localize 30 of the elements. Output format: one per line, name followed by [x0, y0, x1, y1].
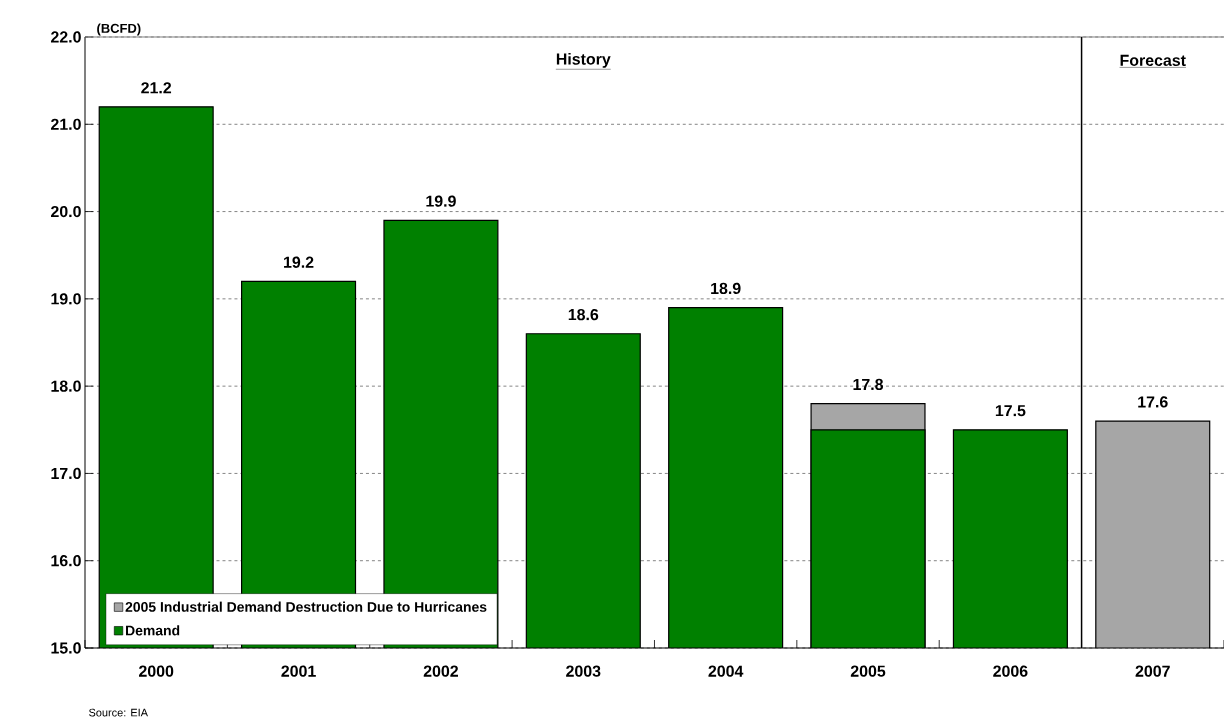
x-tick-label: 2006: [993, 665, 1028, 677]
y-tick-label: 18.0: [51, 380, 81, 392]
y-tick-label: 15.0: [51, 642, 81, 654]
x-tick-label: 2002: [423, 665, 458, 677]
data-label: 17.6: [1138, 396, 1168, 408]
x-tick-label: 2001: [281, 665, 316, 677]
y-tick-label: 17.0: [51, 467, 81, 480]
annotation: History: [556, 53, 611, 68]
source-note: Source: EIA: [89, 708, 148, 717]
data-label: 17.5: [995, 405, 1026, 417]
x-tick-label: 2004: [708, 665, 744, 677]
x-tick-label: 2005: [850, 665, 886, 677]
x-tick-label: 2003: [566, 665, 601, 677]
data-label: 18.6: [568, 308, 599, 321]
y-axis-title: (BCFD): [97, 23, 141, 36]
y-tick-label: 19.0: [51, 293, 81, 305]
y-tick-label: 22.0: [51, 31, 81, 43]
legend-label: 2005 Industrial Demand Destruction Due to Hurricanes: [125, 601, 487, 612]
data-label: 21.2: [141, 82, 172, 94]
data-label: 17.8: [853, 378, 884, 391]
data-label: 19.9: [426, 195, 456, 207]
y-tick-label: 16.0: [51, 555, 81, 567]
annotation: Forecast: [1120, 54, 1186, 66]
x-tick-label: 2000: [139, 665, 174, 677]
legend-label: Demand: [126, 625, 180, 636]
data-label: 18.9: [711, 282, 741, 295]
data-label: 19.2: [284, 256, 314, 268]
x-tick-label: 2007: [1135, 665, 1170, 677]
y-tick-label: 20.0: [51, 205, 81, 218]
y-tick-label: 21.0: [51, 118, 81, 130]
